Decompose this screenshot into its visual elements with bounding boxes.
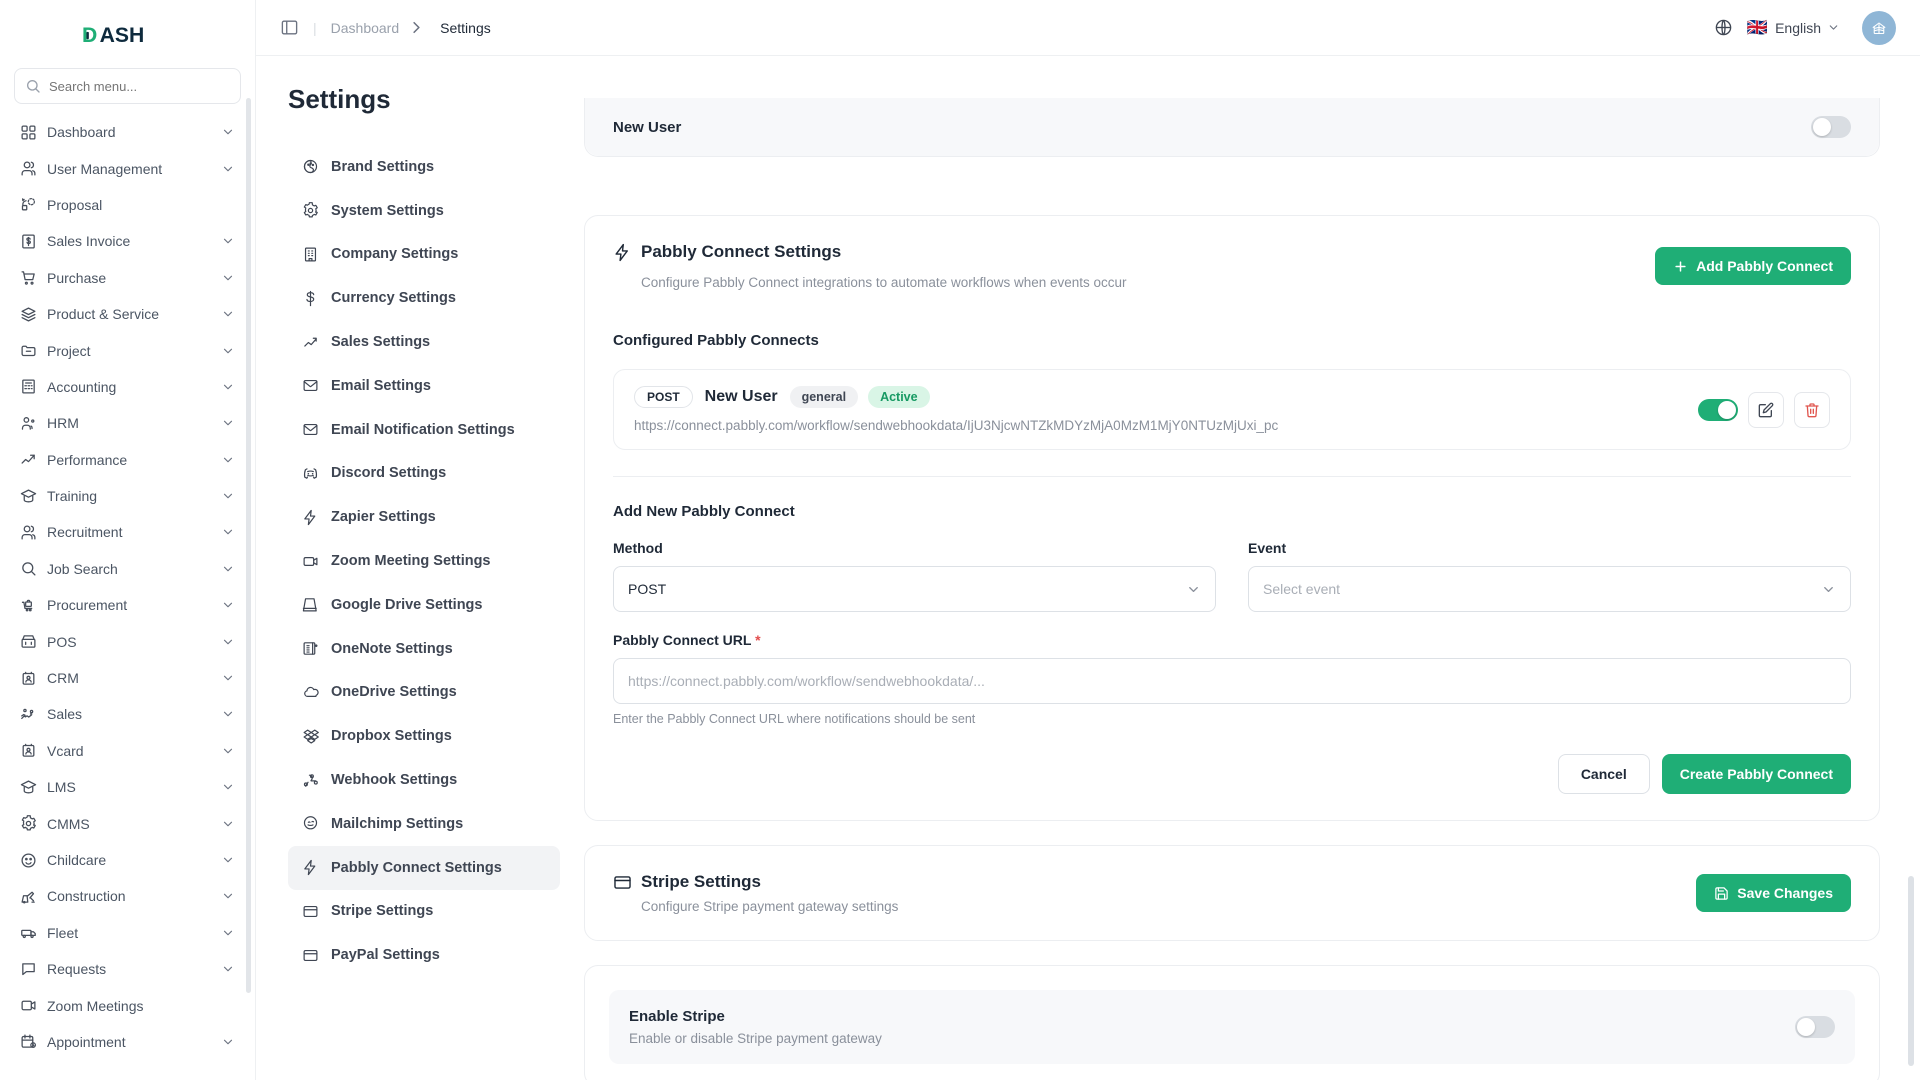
svg-text:ASH: ASH [99,24,144,47]
svg-text:D: D [82,24,97,47]
